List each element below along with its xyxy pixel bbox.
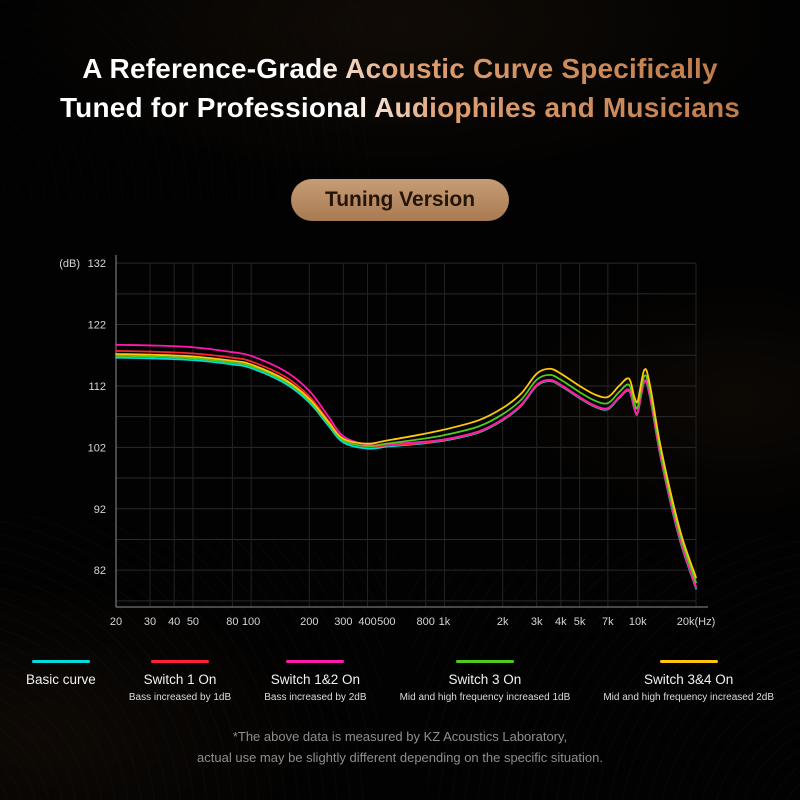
legend-item: Basic curve <box>26 660 96 687</box>
svg-text:(dB): (dB) <box>60 258 80 270</box>
svg-text:20: 20 <box>110 616 122 628</box>
legend-sublabel: Bass increased by 1dB <box>128 692 232 704</box>
svg-text:112: 112 <box>88 381 106 393</box>
svg-text:82: 82 <box>94 565 106 577</box>
legend-item: Switch 3&4 On Mid and high frequency incr… <box>603 660 774 703</box>
legend-sublabel: Bass increased by 2dB <box>264 692 367 704</box>
legend-item: Switch 1&2 On Bass increased by 2dB <box>264 660 367 704</box>
legend-color-swatch <box>455 660 514 664</box>
legend-label: Switch 3&4 On <box>644 672 734 688</box>
footer-line-1: *The above data is measured by KZ Acoust… <box>232 729 568 745</box>
legend-color-swatch <box>659 660 718 664</box>
svg-text:1k: 1k <box>439 616 451 628</box>
svg-text:92: 92 <box>94 504 106 516</box>
svg-text:80: 80 <box>226 616 238 628</box>
legend-label: Switch 1 On <box>143 672 217 688</box>
svg-text:7k: 7k <box>602 616 614 628</box>
svg-text:500: 500 <box>377 616 395 628</box>
svg-text:300: 300 <box>334 616 352 628</box>
page-title: A Reference-Grade Acoustic Curve Specifi… <box>0 0 800 127</box>
legend-color-swatch <box>31 660 90 664</box>
frequency-chart-svg: 132 122 112 102 92 82 (dB) 20 30 40 50 80 100 200 300 4… <box>59 255 716 628</box>
legend-sublabel: Mid and high frequency increased 2dB <box>603 692 774 704</box>
legend-label: Switch 1&2 On <box>270 672 360 688</box>
title-line-1: A Reference-Grade Acoustic Curve Specifi… <box>82 50 718 89</box>
legend-label: Switch 3 On <box>448 672 522 688</box>
title-line-2: Tuned for Professional Audiophiles and M… <box>60 89 740 128</box>
footer-note: *The above data is measured by KZ Acoust… <box>0 727 800 769</box>
svg-text:10k: 10k <box>629 616 647 628</box>
svg-text:40: 40 <box>168 616 180 628</box>
svg-text:400: 400 <box>358 616 376 628</box>
svg-text:2k: 2k <box>497 616 509 628</box>
svg-text:20k(Hz): 20k(Hz) <box>677 616 716 628</box>
svg-text:100: 100 <box>242 616 260 628</box>
legend-label: Basic curve <box>26 672 96 688</box>
svg-text:3k: 3k <box>531 616 543 628</box>
svg-text:200: 200 <box>300 616 318 628</box>
svg-text:122: 122 <box>88 320 106 332</box>
footer-line-2: actual use may be slightly different dep… <box>197 750 603 766</box>
legend-color-swatch <box>286 660 345 664</box>
legend-sublabel: Mid and high frequency increased 1dB <box>399 692 571 704</box>
legend-item: Switch 1 On Bass increased by 1dB <box>129 660 231 703</box>
svg-text:102: 102 <box>88 443 106 455</box>
frequency-response-chart: 132 122 112 102 92 82 (dB) 20 30 40 50 80 100 200 300 4… <box>59 241 740 644</box>
svg-text:5k: 5k <box>574 616 586 628</box>
legend-color-swatch <box>151 660 209 664</box>
legend-item: Switch 3 On Mid and high frequency increa… <box>399 660 571 704</box>
svg-text:132: 132 <box>88 258 106 270</box>
svg-text:800: 800 <box>417 616 435 628</box>
svg-text:50: 50 <box>187 616 199 628</box>
tuning-version-badge[interactable]: Tuning Version <box>290 179 510 222</box>
svg-text:30: 30 <box>144 616 156 628</box>
badge-row: Tuning Version <box>0 179 800 222</box>
svg-text:4k: 4k <box>555 616 567 628</box>
legend: Basic curve Switch 1 On Bass increased by … <box>0 660 800 703</box>
